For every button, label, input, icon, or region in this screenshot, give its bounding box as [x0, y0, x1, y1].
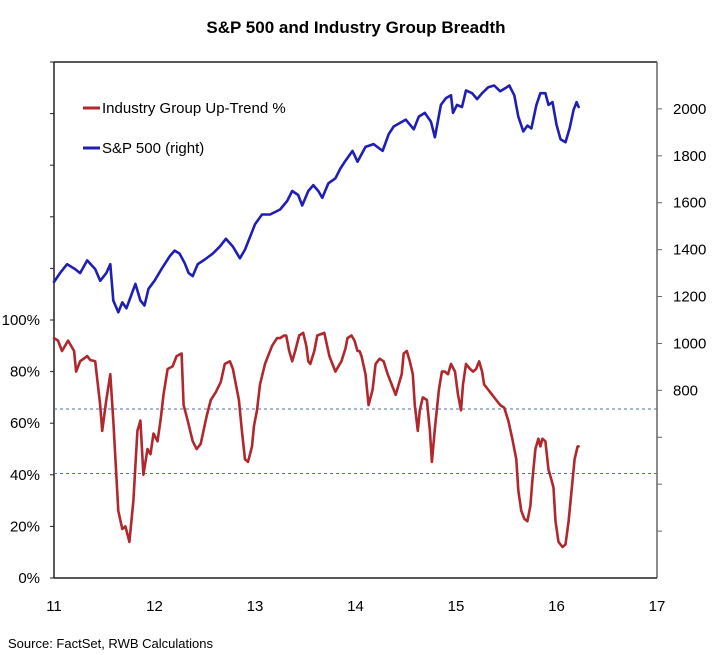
x-tick-label: 14: [347, 598, 364, 615]
right-axis: 800 1000 1200 1400 1600 1800 2000: [657, 101, 706, 532]
left-tick-label: 60%: [10, 415, 40, 432]
x-tick-label: 16: [548, 598, 565, 615]
left-axis: 0% 20% 40% 60% 80% 100%: [2, 61, 54, 587]
x-axis: 11 12 13 14 15 16 17: [46, 598, 665, 615]
legend-entry-sp500: S&P 500 (right): [83, 140, 204, 157]
source-note: Source: FactSet, RWB Calculations: [8, 636, 213, 651]
right-tick-label: 1000: [673, 335, 706, 352]
series-sp500: [52, 84, 580, 314]
x-tick-label: 11: [46, 598, 62, 615]
left-tick-label: 0%: [18, 570, 40, 587]
x-tick-label: 15: [448, 598, 465, 615]
reference-lines: [54, 408, 657, 475]
plot-background: [54, 62, 657, 578]
right-tick-label: 1600: [673, 195, 706, 212]
x-tick-label: 13: [247, 598, 264, 615]
x-tick-label: 17: [649, 598, 666, 615]
right-tick-label: 2000: [673, 101, 706, 118]
left-tick-label: 20%: [10, 518, 40, 535]
plot-area: [53, 61, 658, 579]
right-tick-label: 800: [673, 382, 698, 399]
series-industry-group-uptrend: [52, 331, 580, 549]
legend-entry-industry-group: Industry Group Up-Trend %: [83, 100, 286, 117]
left-tick-label: 100%: [2, 312, 40, 329]
series-layer: [52, 84, 580, 549]
chart-title: S&P 500 and Industry Group Breadth: [206, 18, 505, 37]
right-tick-label: 1800: [673, 148, 706, 165]
left-tick-label: 40%: [10, 467, 40, 484]
legend-label-industry-group: Industry Group Up-Trend %: [102, 100, 286, 117]
series-line-industry-group-uptrend: [52, 331, 580, 549]
right-tick-label: 1200: [673, 289, 706, 306]
legend: Industry Group Up-Trend % S&P 500 (right…: [83, 100, 286, 157]
legend-label-sp500: S&P 500 (right): [102, 140, 204, 157]
left-tick-label: 80%: [10, 364, 40, 381]
right-tick-label: 1400: [673, 242, 706, 259]
x-tick-label: 12: [146, 598, 163, 615]
